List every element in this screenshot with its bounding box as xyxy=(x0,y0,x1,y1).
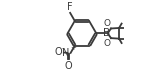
Text: O: O xyxy=(103,39,110,48)
Text: -: - xyxy=(62,45,65,51)
Text: F: F xyxy=(67,2,73,12)
Text: O: O xyxy=(103,19,110,28)
Text: O: O xyxy=(54,47,62,57)
Text: B: B xyxy=(103,28,110,38)
Text: +: + xyxy=(70,45,76,51)
Text: O: O xyxy=(65,61,73,71)
Text: N: N xyxy=(62,48,70,58)
